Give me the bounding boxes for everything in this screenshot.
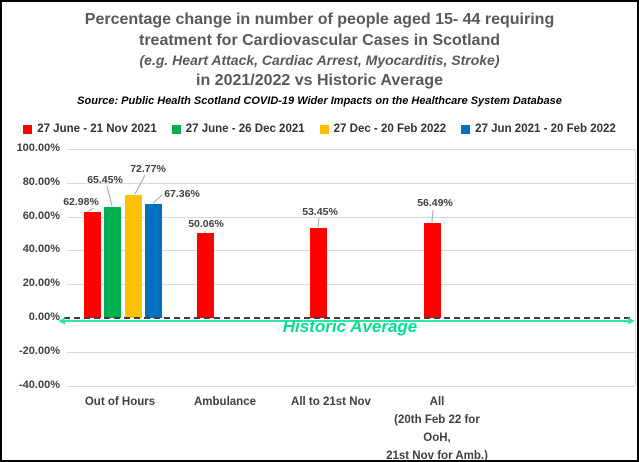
bar-ambulance-series0 — [197, 233, 214, 318]
y-axis-tick-label: 60.00% — [22, 209, 60, 222]
gridline-100 — [67, 149, 635, 150]
chart-title-line4: in 2021/2022 vs Historic Average — [196, 72, 443, 89]
data-label-leader-line — [317, 217, 320, 228]
gridline--40 — [67, 385, 635, 387]
x-axis-category-label: All (20th Feb 22 for OoH, 21st Nov for A… — [386, 396, 488, 462]
data-label: 67.36% — [164, 188, 200, 200]
legend-swatch-red-icon — [23, 124, 33, 134]
chart-title-line2: treatment for Cardiovascular Cases in Sc… — [139, 32, 500, 49]
bar-all-series0 — [424, 222, 441, 318]
gridline-40 — [67, 250, 635, 252]
bar-out-of-hours-series2 — [125, 195, 142, 318]
data-label-leader-line — [106, 185, 113, 207]
data-label: 53.45% — [302, 206, 338, 218]
legend-item-red: 27 June - 21 Nov 2021 — [23, 123, 157, 135]
chart-title-block: Percentage change in number of people ag… — [2, 9, 637, 108]
legend-item-yellow: 27 Dec - 20 Feb 2022 — [319, 123, 447, 135]
x-axis-category-label: All to 21st Nov — [291, 396, 371, 408]
bar-all-to-21st-nov-series0 — [310, 227, 327, 318]
legend-item-green: 27 June - 26 Dec 2021 — [171, 123, 305, 135]
legend-swatch-blue-icon — [461, 124, 471, 134]
y-axis-tick-label: -40.00% — [19, 378, 60, 391]
gridline-80 — [67, 182, 635, 184]
legend-swatch-yellow-icon — [319, 124, 329, 134]
data-label: 72.77% — [130, 163, 166, 175]
data-label-leader-line — [134, 174, 146, 195]
gridline--20 — [67, 351, 635, 353]
legend-item-blue: 27 Jun 2021 - 20 Feb 2022 — [461, 123, 616, 135]
legend-label: 27 Jun 2021 - 20 Feb 2022 — [475, 123, 616, 135]
chart-source-note: Source: Public Health Scotland COVID-19 … — [77, 95, 562, 107]
y-axis-tick-label: 0.00% — [28, 311, 60, 323]
arrow-right-icon — [628, 317, 635, 325]
chart-title-line1: Percentage change in number of people ag… — [84, 11, 555, 28]
x-axis-category-label: Ambulance — [194, 396, 256, 408]
chart-subtitle: (e.g. Heart Attack, Cardiac Arrest, Myoc… — [139, 52, 500, 68]
legend-label: 27 June - 26 Dec 2021 — [185, 123, 305, 135]
legend-swatch-green-icon — [171, 124, 181, 134]
y-axis-tick-label: -20.00% — [19, 344, 60, 357]
legend-label: 27 Dec - 20 Feb 2022 — [333, 123, 447, 135]
bar-out-of-hours-series1 — [104, 207, 121, 318]
x-axis-category-label: Out of Hours — [84, 396, 156, 408]
historic-average-label: Historic Average — [282, 317, 418, 336]
legend-label: 27 June - 21 Nov 2021 — [37, 123, 157, 135]
bar-out-of-hours-series3 — [145, 204, 162, 318]
gridline-60 — [67, 216, 635, 218]
bar-out-of-hours-series0 — [84, 211, 101, 318]
plot-right-border — [635, 149, 636, 386]
gridline-20 — [67, 284, 635, 286]
data-label-leader-line — [152, 194, 163, 204]
y-axis-tick-label: 40.00% — [22, 243, 60, 256]
data-label: 62.98% — [63, 196, 99, 208]
y-axis-tick-label: 100.00% — [16, 142, 60, 154]
data-label: 50.06% — [188, 218, 224, 230]
y-axis-tick-label: 80.00% — [22, 175, 60, 188]
y-axis-tick-label: 20.00% — [22, 277, 60, 290]
data-label: 65.45% — [87, 174, 123, 186]
data-label: 56.49% — [417, 197, 453, 209]
chart-legend: 27 June - 21 Nov 2021 27 June - 26 Dec 2… — [2, 123, 637, 135]
